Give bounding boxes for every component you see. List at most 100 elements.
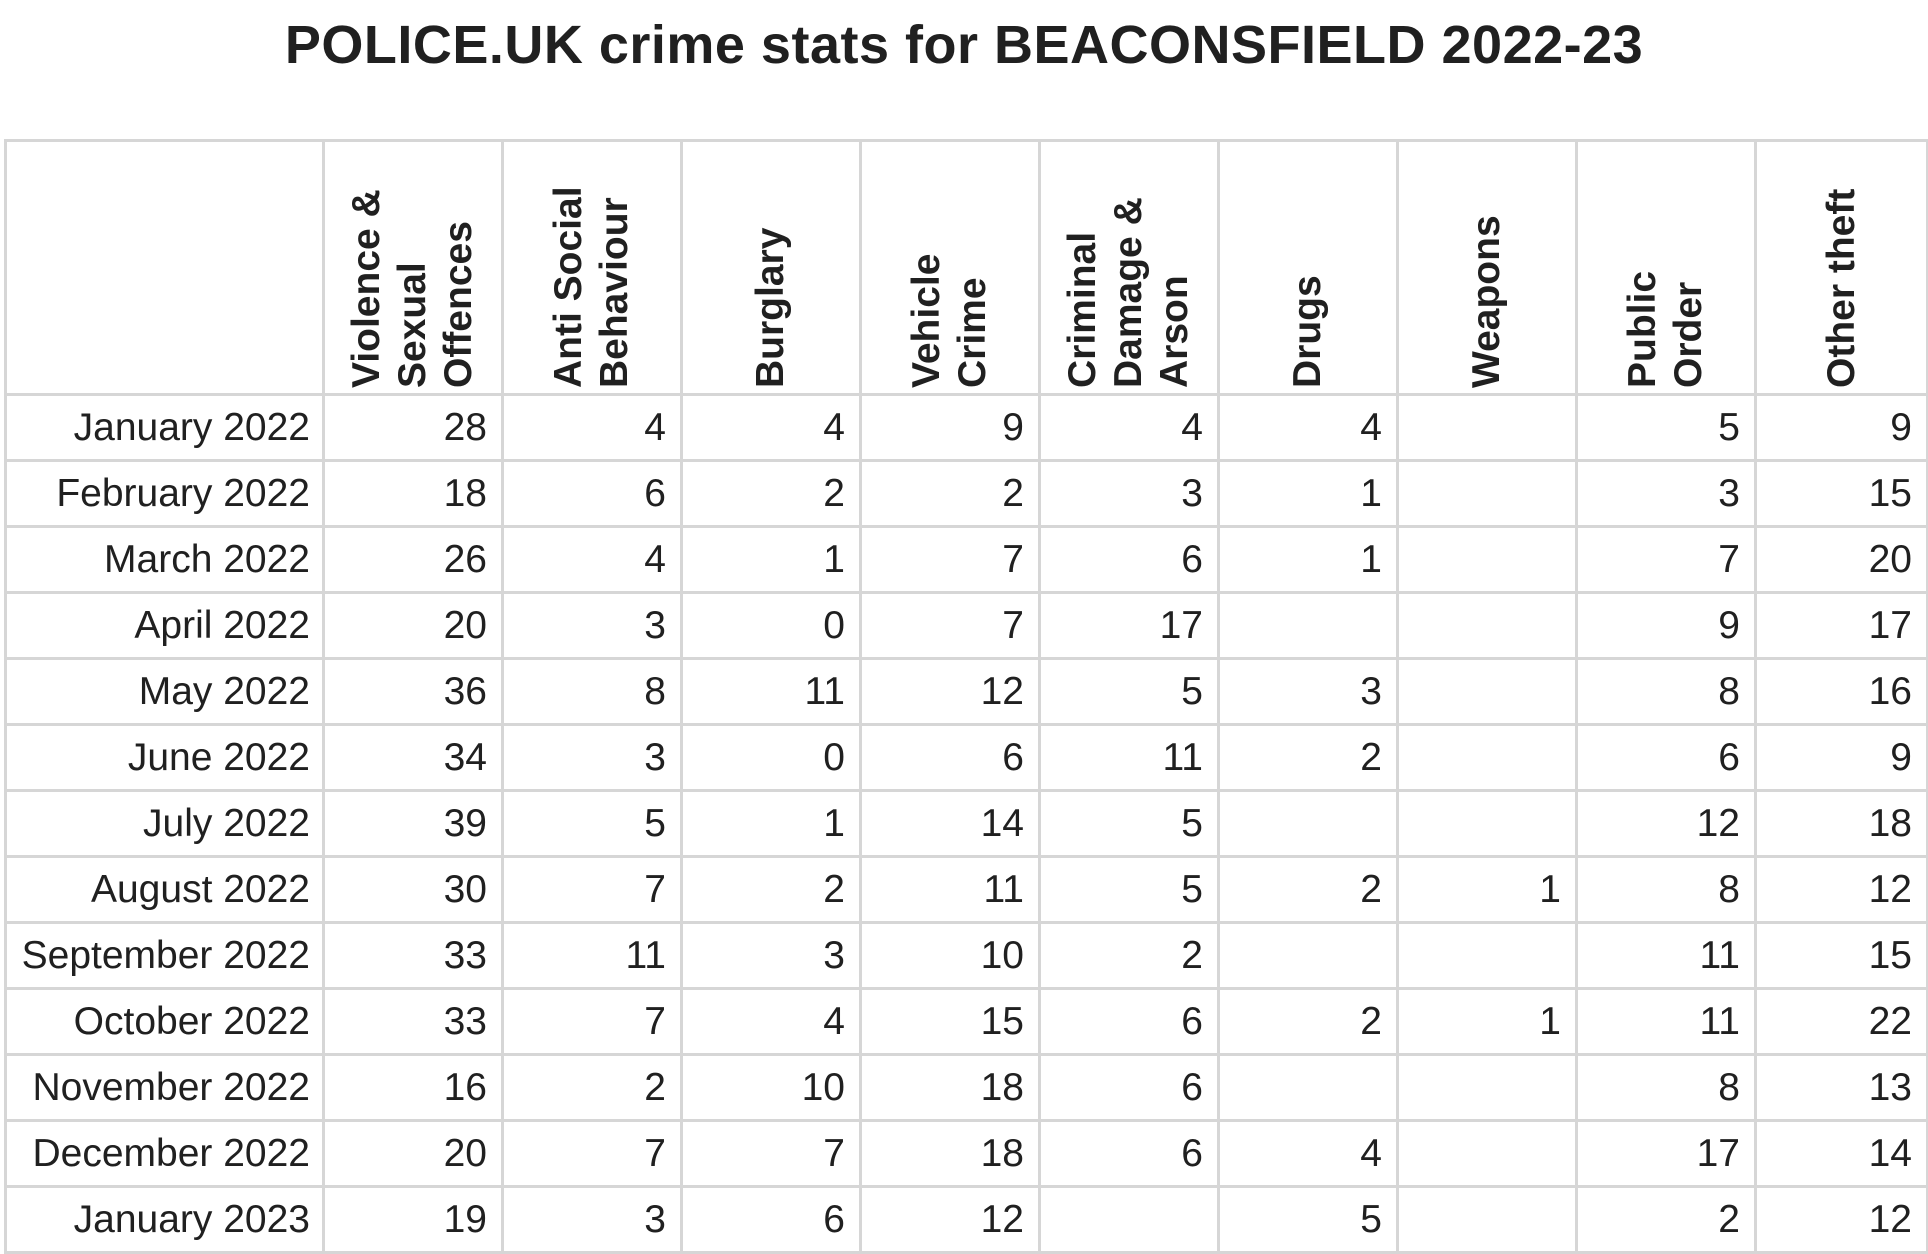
data-cell: 3 [501, 1185, 683, 1254]
table-row: July 2022 39 5 1 14 5 12 18 [4, 789, 1928, 858]
data-cell: 28 [322, 393, 504, 462]
data-cell: 8 [501, 657, 683, 726]
data-cell: 2 [1038, 921, 1220, 990]
column-header-cell: Drugs [1217, 139, 1399, 396]
data-cell: 12 [1575, 789, 1757, 858]
data-cell: 2 [1217, 987, 1399, 1056]
data-cell: 2 [1217, 855, 1399, 924]
column-header-label: Violence & Sexual Offences [345, 188, 480, 388]
data-cell: 17 [1575, 1119, 1757, 1188]
column-header-label: Criminal Damage & Arson [1061, 196, 1196, 388]
data-cell: 7 [501, 855, 683, 924]
data-cell: 7 [859, 525, 1041, 594]
data-cell [1217, 591, 1399, 660]
data-cell: 2 [1575, 1185, 1757, 1254]
data-cell: 1 [1396, 987, 1578, 1056]
data-cell: 11 [501, 921, 683, 990]
data-cell: 6 [1038, 525, 1220, 594]
row-label-month: May 2022 [4, 657, 325, 726]
table-row: August 2022 30 7 2 11 5 2 1 8 12 [4, 855, 1928, 924]
data-cell: 5 [1575, 393, 1757, 462]
table-row: November 2022 16 2 10 18 6 8 13 [4, 1053, 1928, 1122]
column-header-label: Public Order [1621, 270, 1710, 388]
data-cell: 9 [1754, 393, 1928, 462]
data-cell: 33 [322, 921, 504, 990]
data-cell: 13 [1754, 1053, 1928, 1122]
data-cell: 17 [1754, 591, 1928, 660]
data-cell [1396, 789, 1578, 858]
data-cell: 8 [1575, 1053, 1757, 1122]
data-cell [1396, 1185, 1578, 1254]
data-cell: 6 [1038, 1119, 1220, 1188]
row-label-month: June 2022 [4, 723, 325, 792]
data-cell: 2 [680, 459, 862, 528]
data-cell: 6 [859, 723, 1041, 792]
data-cell: 7 [859, 591, 1041, 660]
data-cell: 9 [859, 393, 1041, 462]
data-cell: 3 [1217, 657, 1399, 726]
data-cell: 5 [1038, 657, 1220, 726]
data-cell [1396, 657, 1578, 726]
data-cell [1217, 1053, 1399, 1122]
data-cell: 2 [859, 459, 1041, 528]
column-header-cell: Weapons [1396, 139, 1578, 396]
data-cell [1396, 459, 1578, 528]
data-cell [1217, 789, 1399, 858]
data-cell: 18 [1754, 789, 1928, 858]
crime-stats-table: Violence & Sexual Offences Anti Social Be… [4, 139, 1928, 1254]
header-row: Violence & Sexual Offences Anti Social Be… [4, 139, 1928, 396]
row-label-month: November 2022 [4, 1053, 325, 1122]
data-cell: 26 [322, 525, 504, 594]
data-cell: 6 [1575, 723, 1757, 792]
table-row: April 2022 20 3 0 7 17 9 17 [4, 591, 1928, 660]
data-cell: 5 [1217, 1185, 1399, 1254]
data-cell: 20 [322, 591, 504, 660]
data-cell: 33 [322, 987, 504, 1056]
data-cell: 9 [1575, 591, 1757, 660]
data-cell: 3 [501, 591, 683, 660]
data-cell: 16 [322, 1053, 504, 1122]
data-cell: 15 [859, 987, 1041, 1056]
data-cell: 22 [1754, 987, 1928, 1056]
data-cell: 6 [680, 1185, 862, 1254]
table-row: January 2022 28 4 4 9 4 4 5 9 [4, 393, 1928, 462]
row-label-month: April 2022 [4, 591, 325, 660]
table-row: October 2022 33 7 4 15 6 2 1 11 22 [4, 987, 1928, 1056]
column-header-label: Other theft [1819, 188, 1863, 388]
data-cell: 30 [322, 855, 504, 924]
row-label-month: September 2022 [4, 921, 325, 990]
data-cell: 19 [322, 1185, 504, 1254]
corner-header-cell [4, 139, 325, 396]
data-cell: 11 [1575, 987, 1757, 1056]
data-cell: 12 [859, 657, 1041, 726]
row-label-month: January 2022 [4, 393, 325, 462]
data-cell: 36 [322, 657, 504, 726]
table-row: January 2023 19 3 6 12 5 2 12 [4, 1185, 1928, 1254]
data-cell: 14 [1754, 1119, 1928, 1188]
column-header-cell: Anti Social Behaviour [501, 139, 683, 396]
data-cell: 5 [501, 789, 683, 858]
data-cell: 5 [1038, 789, 1220, 858]
data-cell: 1 [1217, 525, 1399, 594]
data-cell: 5 [1038, 855, 1220, 924]
data-cell: 1 [680, 789, 862, 858]
data-cell: 1 [1217, 459, 1399, 528]
data-cell: 7 [1575, 525, 1757, 594]
table-row: May 2022 36 8 11 12 5 3 8 16 [4, 657, 1928, 726]
data-cell: 2 [1217, 723, 1399, 792]
data-cell [1396, 1053, 1578, 1122]
row-label-month: March 2022 [4, 525, 325, 594]
data-cell: 39 [322, 789, 504, 858]
data-cell: 16 [1754, 657, 1928, 726]
data-cell: 4 [680, 987, 862, 1056]
data-cell: 7 [501, 987, 683, 1056]
data-cell: 20 [322, 1119, 504, 1188]
data-cell: 17 [1038, 591, 1220, 660]
chart-title: POLICE.UK crime stats for BEACONSFIELD 2… [284, 15, 1644, 75]
data-cell: 15 [1754, 459, 1928, 528]
column-header-cell: Other theft [1754, 139, 1928, 396]
data-cell: 6 [1038, 987, 1220, 1056]
data-cell [1396, 1119, 1578, 1188]
data-cell: 7 [680, 1119, 862, 1188]
data-cell: 34 [322, 723, 504, 792]
